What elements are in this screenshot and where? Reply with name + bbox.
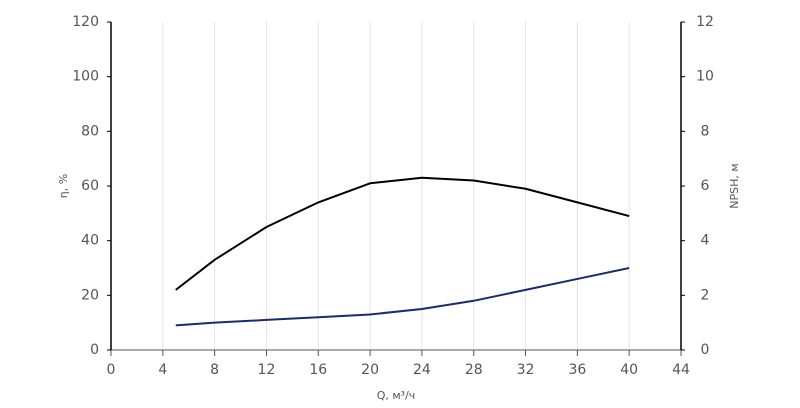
y2-tick-label: 10: [696, 69, 714, 85]
x-tick-label: 20: [361, 362, 379, 378]
x-tick-label: 44: [672, 362, 690, 378]
y2-tick-label: 0: [701, 342, 710, 358]
y-tick-label: 60: [81, 178, 99, 194]
y-tick-label: 100: [72, 69, 99, 85]
y2-axis-label: NPSH, м: [728, 163, 741, 208]
x-axis-label: Q, м³/ч: [377, 389, 416, 402]
x-tick-label: 4: [158, 362, 167, 378]
y-tick-label: 0: [90, 342, 99, 358]
y2-tick-label: 12: [696, 14, 714, 30]
y2-tick-label: 4: [701, 233, 710, 249]
y-tick-label: 20: [81, 287, 99, 303]
y-tick-label: 80: [81, 123, 99, 139]
x-tick-label: 24: [413, 362, 431, 378]
x-tick-label: 16: [309, 362, 327, 378]
x-tick-label: 32: [517, 362, 535, 378]
x-tick-label: 8: [210, 362, 219, 378]
x-tick-label: 28: [465, 362, 483, 378]
y-axis-label: η, %: [57, 174, 70, 198]
x-tick-label: 12: [258, 362, 276, 378]
x-tick-label: 36: [568, 362, 586, 378]
y2-tick-label: 2: [701, 287, 710, 303]
x-tick-label: 40: [620, 362, 638, 378]
series-line: [175, 176, 630, 291]
y-tick-label: 120: [72, 14, 99, 30]
y2-tick-label: 8: [701, 123, 710, 139]
y-tick-label: 40: [81, 233, 99, 249]
y2-tick-label: 6: [701, 178, 710, 194]
x-tick-label: 0: [107, 362, 116, 378]
series-line: [175, 267, 630, 327]
